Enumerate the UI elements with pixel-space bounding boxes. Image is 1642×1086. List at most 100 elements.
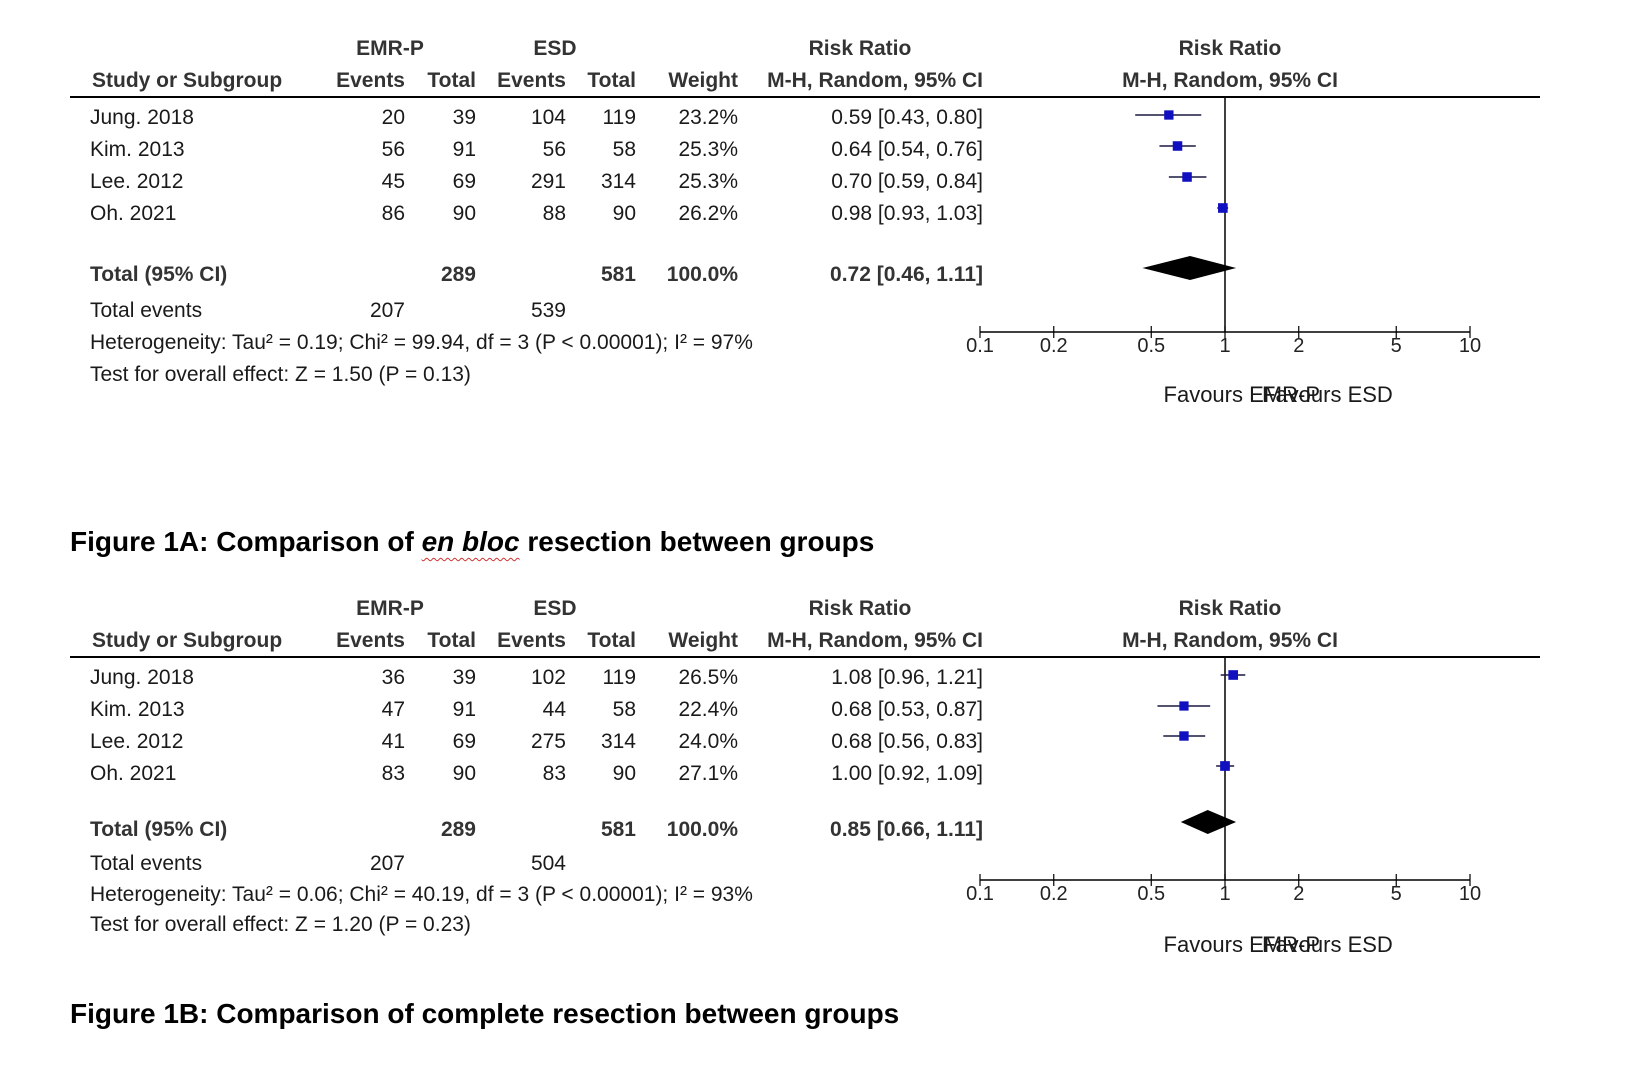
study-name: Jung. 2018 (90, 666, 194, 689)
heterogeneity-text: Heterogeneity: Tau² = 0.06; Chi² = 40.19… (90, 883, 753, 906)
point-estimate-marker (1228, 670, 1239, 680)
x-tick-label: 0.2 (1040, 335, 1068, 357)
weight-value: 26.5% (678, 666, 738, 689)
study-column-header: Study or Subgroup (92, 69, 283, 92)
study-name: Lee. 2012 (90, 170, 184, 193)
total1-value: 39 (452, 666, 476, 689)
forest-plot-b: 0.1 0.2 0.5 1 2 5 10 (966, 656, 1481, 905)
total-events1: 207 (369, 852, 405, 875)
weight-value: 23.2% (678, 106, 738, 129)
group1-header: EMR-P (356, 37, 424, 60)
weight-header: Weight (668, 69, 738, 92)
risk-ratio-ci: 0.68 [0.53, 0.87] (831, 698, 983, 721)
x-tick-label: 2 (1293, 335, 1304, 357)
events2-header: Events (497, 69, 566, 92)
total1-value: 90 (452, 762, 476, 785)
total1-header: Total (427, 69, 476, 92)
total1-sum: 289 (440, 263, 476, 286)
events1-header: Events (336, 629, 405, 652)
events1-value: 83 (381, 762, 405, 785)
total-events1: 207 (369, 299, 405, 322)
weight-value: 22.4% (678, 698, 738, 721)
events2-value: 275 (530, 730, 566, 753)
x-tick-label: 0.5 (1137, 335, 1165, 357)
total2-sum: 581 (600, 263, 636, 286)
x-tick-label: 2 (1293, 883, 1304, 905)
weight-header: Weight (668, 629, 738, 652)
x-tick-label: 0.5 (1137, 883, 1165, 905)
x-tick-label: 0.2 (1040, 883, 1068, 905)
events2-value: 88 (542, 202, 566, 225)
x-tick-label: 5 (1391, 883, 1402, 905)
plot-title-header: Risk Ratio (1178, 597, 1282, 620)
study-name: Oh. 2021 (90, 202, 177, 225)
risk-ratio-header: Risk Ratio (808, 597, 912, 620)
total1-value: 91 (452, 698, 476, 721)
total1-value: 91 (452, 138, 476, 161)
point-estimate-marker (1164, 110, 1174, 120)
events2-value: 56 (542, 138, 566, 161)
total2-value: 314 (600, 170, 636, 193)
point-estimate-marker (1172, 141, 1183, 151)
total2-value: 58 (612, 698, 636, 721)
events1-value: 45 (381, 170, 405, 193)
plot-method-header: M-H, Random, 95% CI (1122, 629, 1338, 652)
header-rule (70, 656, 1540, 658)
events1-value: 56 (381, 138, 405, 161)
total-weight: 100.0% (666, 818, 738, 841)
plot-title-header: Risk Ratio (1178, 37, 1282, 60)
total-label: Total (95% CI) (90, 263, 228, 286)
total2-sum: 581 (600, 818, 636, 841)
figure-caption-b: Figure 1B: Comparison of complete resect… (70, 998, 899, 1030)
favours-right-label: Favours ESD (1262, 382, 1393, 407)
total1-value: 39 (452, 106, 476, 129)
risk-ratio-ci: 1.08 [0.96, 1.21] (831, 666, 983, 689)
events1-value: 36 (381, 666, 405, 689)
x-tick-label: 5 (1391, 335, 1402, 357)
events2-value: 291 (530, 170, 566, 193)
x-tick-label: 10 (1459, 335, 1481, 357)
study-name: Kim. 2013 (90, 138, 185, 161)
risk-ratio-ci: 0.59 [0.43, 0.80] (831, 106, 983, 129)
study-name: Oh. 2021 (90, 762, 177, 785)
events2-header: Events (497, 629, 566, 652)
events1-value: 20 (381, 106, 405, 129)
point-estimate-marker (1179, 701, 1189, 711)
risk-ratio-ci: 0.98 [0.93, 1.03] (831, 202, 983, 225)
x-tick-label: 1 (1219, 335, 1230, 357)
weight-value: 25.3% (678, 138, 738, 161)
total2-value: 314 (600, 730, 636, 753)
total1-header: Total (427, 629, 476, 652)
x-tick-label: 1 (1219, 883, 1230, 905)
point-estimate-marker (1220, 761, 1230, 771)
study-name: Jung. 2018 (90, 106, 194, 129)
events2-value: 44 (542, 698, 566, 721)
total2-value: 58 (612, 138, 636, 161)
events1-value: 47 (381, 698, 405, 721)
pooled-estimate-diamond (1142, 256, 1237, 280)
favours-left-label: Favours EMR-P (1163, 382, 1320, 407)
group2-header: ESD (533, 597, 577, 620)
total-weight: 100.0% (666, 263, 738, 286)
total-risk-ratio-ci: 0.85 [0.66, 1.11] (830, 818, 983, 841)
risk-ratio-ci: 0.70 [0.59, 0.84] (831, 170, 983, 193)
total-events-label: Total events (90, 299, 203, 322)
forest-plot-panel-b: EMR-P ESD Risk Ratio Risk Ratio Study or… (0, 590, 1642, 1010)
events1-value: 41 (381, 730, 405, 753)
events1-value: 86 (381, 202, 405, 225)
group1-header: EMR-P (356, 597, 424, 620)
header-rule (70, 96, 1540, 98)
figure-caption-a: Figure 1A: Comparison of en bloc resecti… (70, 526, 874, 558)
plot-method-header: M-H, Random, 95% CI (1122, 69, 1338, 92)
total2-header: Total (587, 69, 636, 92)
total1-value: 90 (452, 202, 476, 225)
x-tick-label: 0.1 (966, 335, 994, 357)
caption-a-post: resection between groups (519, 526, 875, 557)
events1-header: Events (336, 69, 405, 92)
favours-right-label: Favours ESD (1262, 932, 1393, 957)
total-events-label: Total events (90, 852, 203, 875)
caption-b-pre: Figure 1B: Comparison of complete resect… (70, 998, 900, 1029)
pooled-estimate-diamond (1180, 810, 1237, 834)
total2-value: 119 (602, 106, 636, 129)
caption-a-pre: Figure 1A: Comparison of (70, 526, 422, 557)
